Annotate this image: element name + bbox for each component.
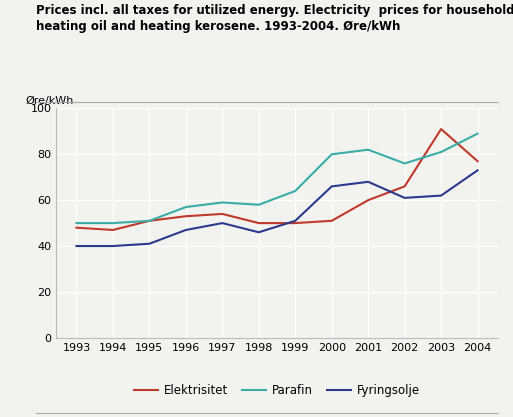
Fyringsolje <box>73 244 80 249</box>
Elektrisitet <box>365 198 371 203</box>
Parafin <box>219 200 225 205</box>
Parafin <box>110 221 116 226</box>
Parafin <box>255 202 262 207</box>
Fyringsolje <box>255 230 262 235</box>
Elektrisitet <box>255 221 262 226</box>
Fyringsolje <box>146 241 152 246</box>
Parafin <box>365 147 371 152</box>
Elektrisitet <box>402 184 408 189</box>
Elektrisitet <box>438 127 444 132</box>
Line: Fyringsolje: Fyringsolje <box>76 170 478 246</box>
Parafin <box>438 150 444 155</box>
Elektrisitet <box>292 221 299 226</box>
Elektrisitet <box>146 219 152 224</box>
Parafin <box>146 219 152 224</box>
Legend: Elektrisitet, Parafin, Fyringsolje: Elektrisitet, Parafin, Fyringsolje <box>130 379 424 402</box>
Elektrisitet <box>183 214 189 219</box>
Parafin <box>329 152 335 157</box>
Parafin <box>292 188 299 193</box>
Line: Parafin: Parafin <box>76 134 478 223</box>
Fyringsolje <box>402 196 408 201</box>
Elektrisitet <box>475 159 481 164</box>
Line: Elektrisitet: Elektrisitet <box>76 129 478 230</box>
Fyringsolje <box>475 168 481 173</box>
Fyringsolje <box>292 219 299 224</box>
Elektrisitet <box>73 225 80 230</box>
Text: Øre/kWh: Øre/kWh <box>26 96 74 106</box>
Parafin <box>402 161 408 166</box>
Parafin <box>475 131 481 136</box>
Fyringsolje <box>219 221 225 226</box>
Text: Prices incl. all taxes for utilized energy. Electricity  prices for households, : Prices incl. all taxes for utilized ener… <box>36 4 513 33</box>
Fyringsolje <box>183 228 189 233</box>
Elektrisitet <box>110 228 116 233</box>
Fyringsolje <box>110 244 116 249</box>
Parafin <box>183 205 189 210</box>
Elektrisitet <box>329 219 335 224</box>
Elektrisitet <box>219 211 225 216</box>
Parafin <box>73 221 80 226</box>
Fyringsolje <box>438 193 444 198</box>
Fyringsolje <box>329 184 335 189</box>
Fyringsolje <box>365 179 371 184</box>
